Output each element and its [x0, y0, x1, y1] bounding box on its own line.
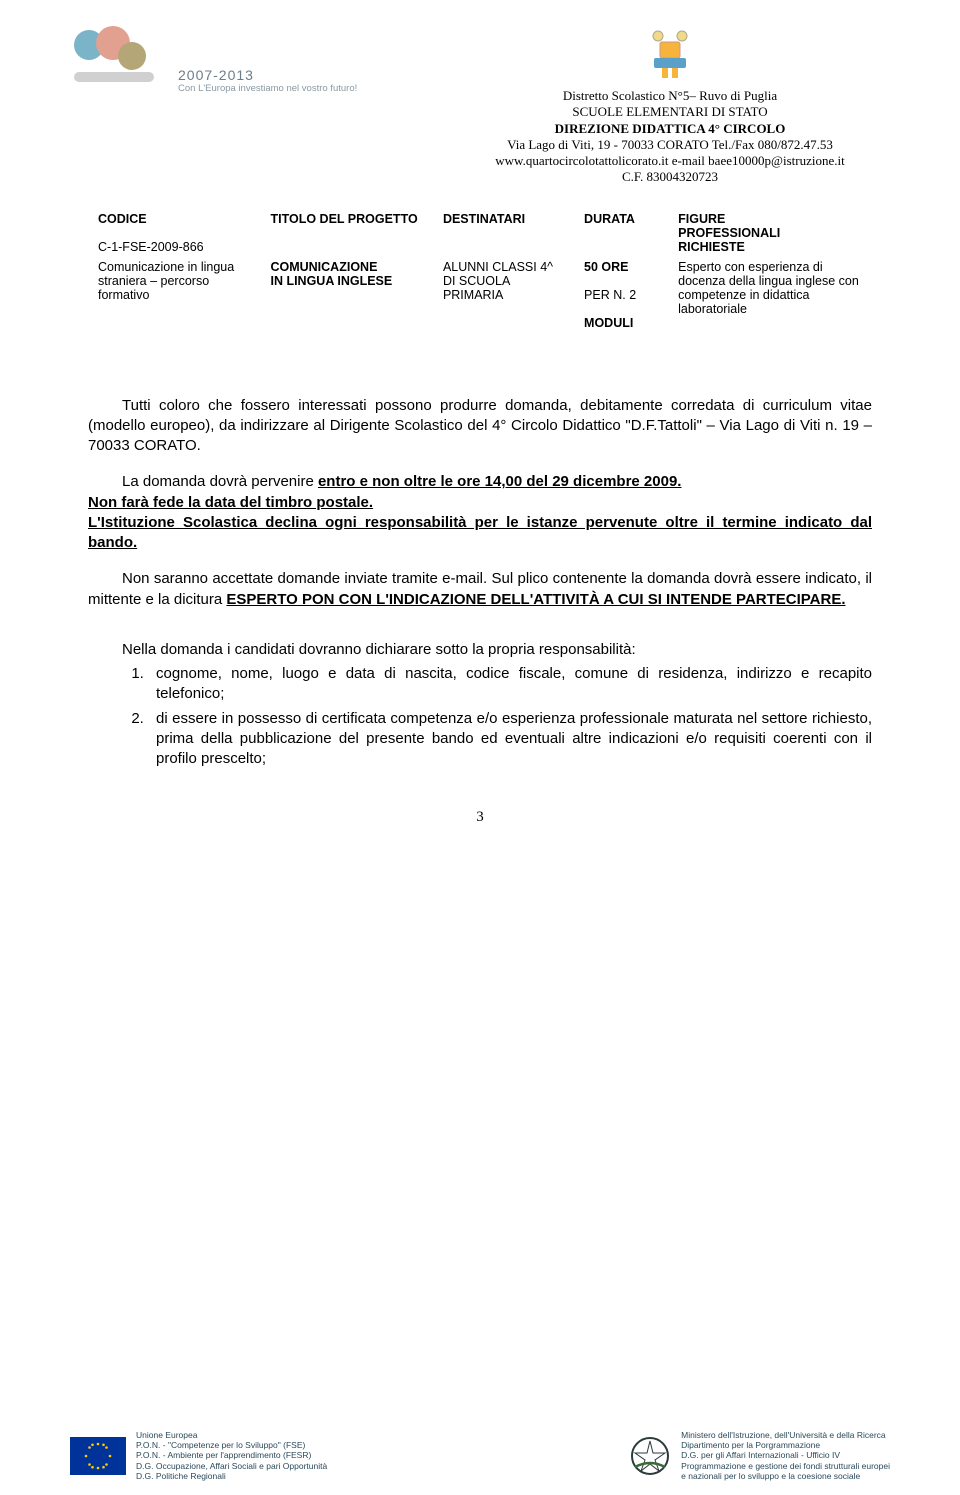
p3-underline: ESPERTO PON CON L'INDICAZIONE DELL'ATTIV… [226, 591, 845, 608]
eu-flag-icon [70, 1437, 126, 1475]
project-table: CODICE C-1-FSE-2009-866 TITOLO DEL PROGE… [88, 206, 872, 348]
paragraph-2: La domanda dovrà pervenire entro e non o… [88, 472, 872, 553]
fl-1: Unione Europea [136, 1430, 327, 1440]
td-c4b: PER N. 2 [584, 288, 636, 302]
td-c2a: COMUNICAZIONE [270, 260, 377, 274]
th-titolo: TITOLO DEL PROGETTO [260, 206, 432, 256]
page-footer: Unione Europea P.O.N. - "Competenze per … [0, 1430, 960, 1495]
td-c1: Comunicazione in lingua straniera – perc… [88, 256, 260, 348]
fl-3: P.O.N. - Ambiente per l'apprendimento (F… [136, 1450, 327, 1460]
letterhead-line-1: Distretto Scolastico N°5– Ruvo di Puglia [450, 88, 890, 104]
th-figure-1: FIGURE [678, 212, 725, 226]
school-crest-icon [640, 24, 700, 84]
letterhead-email: baee10000p@istruzione.it [708, 153, 845, 168]
fl-2: P.O.N. - "Competenze per lo Sviluppo" (F… [136, 1440, 327, 1450]
fr-3: D.G. per gli Affari Internazionali - Uff… [681, 1450, 890, 1460]
letterhead-line-5: www.quartocircolotattolicorato.it e-mail… [450, 153, 890, 169]
body-text: Tutti coloro che fossero interessati pos… [88, 396, 872, 770]
paragraph-3: Non saranno accettate domande inviate tr… [88, 569, 872, 610]
italy-emblem-icon [629, 1435, 671, 1477]
letterhead: Distretto Scolastico N°5– Ruvo di Puglia… [450, 24, 890, 186]
paragraph-4: Nella domanda i candidati dovranno dichi… [88, 640, 872, 660]
req-item-2: di essere in possesso di certificata com… [148, 709, 872, 770]
th-figure-3: RICHIESTE [678, 240, 745, 254]
fr-1: Ministero dell'Istruzione, dell'Universi… [681, 1430, 890, 1440]
footer-left-text: Unione Europea P.O.N. - "Competenze per … [136, 1430, 327, 1481]
letterhead-line-6: C.F. 83004320723 [450, 169, 890, 185]
th-durata: DURATA [574, 206, 668, 256]
p2-line3: L'Istituzione Scolastica declina ogni re… [88, 514, 872, 551]
letterhead-line-2: SCUOLE ELEMENTARI DI STATO [450, 104, 890, 120]
fr-2: Dipartimento per la Porgrammazione [681, 1440, 890, 1450]
td-c3: ALUNNI CLASSI 4^ DI SCUOLA PRIMARIA [433, 256, 574, 348]
th-codice: CODICE C-1-FSE-2009-866 [88, 206, 260, 256]
letterhead-sep: e-mail [668, 153, 708, 168]
th-destinatari: DESTINATARI [433, 206, 574, 256]
td-c2: COMUNICAZIONE IN LINGUA INGLESE [260, 256, 432, 348]
th-codice-label: CODICE [98, 212, 147, 226]
page-number: 3 [88, 809, 872, 826]
page-header: 2007-2013 Con L'Europa investiamo nel vo… [0, 0, 960, 186]
pon-tagline: Con L'Europa investiamo nel vostro futur… [178, 83, 357, 94]
left-logo-block: 2007-2013 Con L'Europa investiamo nel vo… [70, 24, 450, 94]
main-content: CODICE C-1-FSE-2009-866 TITOLO DEL PROGE… [0, 186, 960, 827]
p2-pre: La domanda dovrà pervenire [122, 473, 318, 490]
td-c4a: 50 ORE [584, 260, 628, 274]
fl-4: D.G. Occupazione, Affari Sociali e pari … [136, 1461, 327, 1471]
requirements-list: cognome, nome, luogo e data di nascita, … [88, 664, 872, 769]
fl-5: D.G. Politiche Regionali [136, 1471, 327, 1481]
pon-logo [70, 24, 170, 94]
th-figure: FIGURE PROFESSIONALI RICHIESTE [668, 206, 872, 256]
footer-left: Unione Europea P.O.N. - "Competenze per … [70, 1430, 327, 1481]
td-c2b: IN LINGUA INGLESE [270, 274, 392, 288]
fr-5: e nazionali per lo sviluppo e la coesion… [681, 1471, 890, 1481]
td-codice-value: C-1-FSE-2009-866 [98, 240, 204, 254]
p2-underline: entro e non oltre le ore 14,00 del 29 di… [318, 473, 682, 490]
p2-line2: Non farà fede la data del timbro postale… [88, 494, 373, 511]
pon-years: 2007-2013 [178, 67, 357, 83]
td-c4: 50 ORE PER N. 2 MODULI [574, 256, 668, 348]
letterhead-line-4: Via Lago di Viti, 19 - 70033 CORATO Tel.… [450, 137, 890, 153]
footer-right: Ministero dell'Istruzione, dell'Universi… [629, 1430, 890, 1481]
letterhead-url: www.quartocircolotattolicorato.it [495, 153, 668, 168]
fr-4: Programmazione e gestione dei fondi stru… [681, 1461, 890, 1471]
letterhead-line-3: DIREZIONE DIDATTICA 4° CIRCOLO [450, 121, 890, 137]
td-c4c: MODULI [584, 316, 633, 330]
footer-right-text: Ministero dell'Istruzione, dell'Universi… [681, 1430, 890, 1481]
req-item-1: cognome, nome, luogo e data di nascita, … [148, 664, 872, 705]
th-figure-2: PROFESSIONALI [678, 226, 780, 240]
td-c5: Esperto con esperienza di docenza della … [668, 256, 872, 348]
paragraph-1: Tutti coloro che fossero interessati pos… [88, 396, 872, 457]
